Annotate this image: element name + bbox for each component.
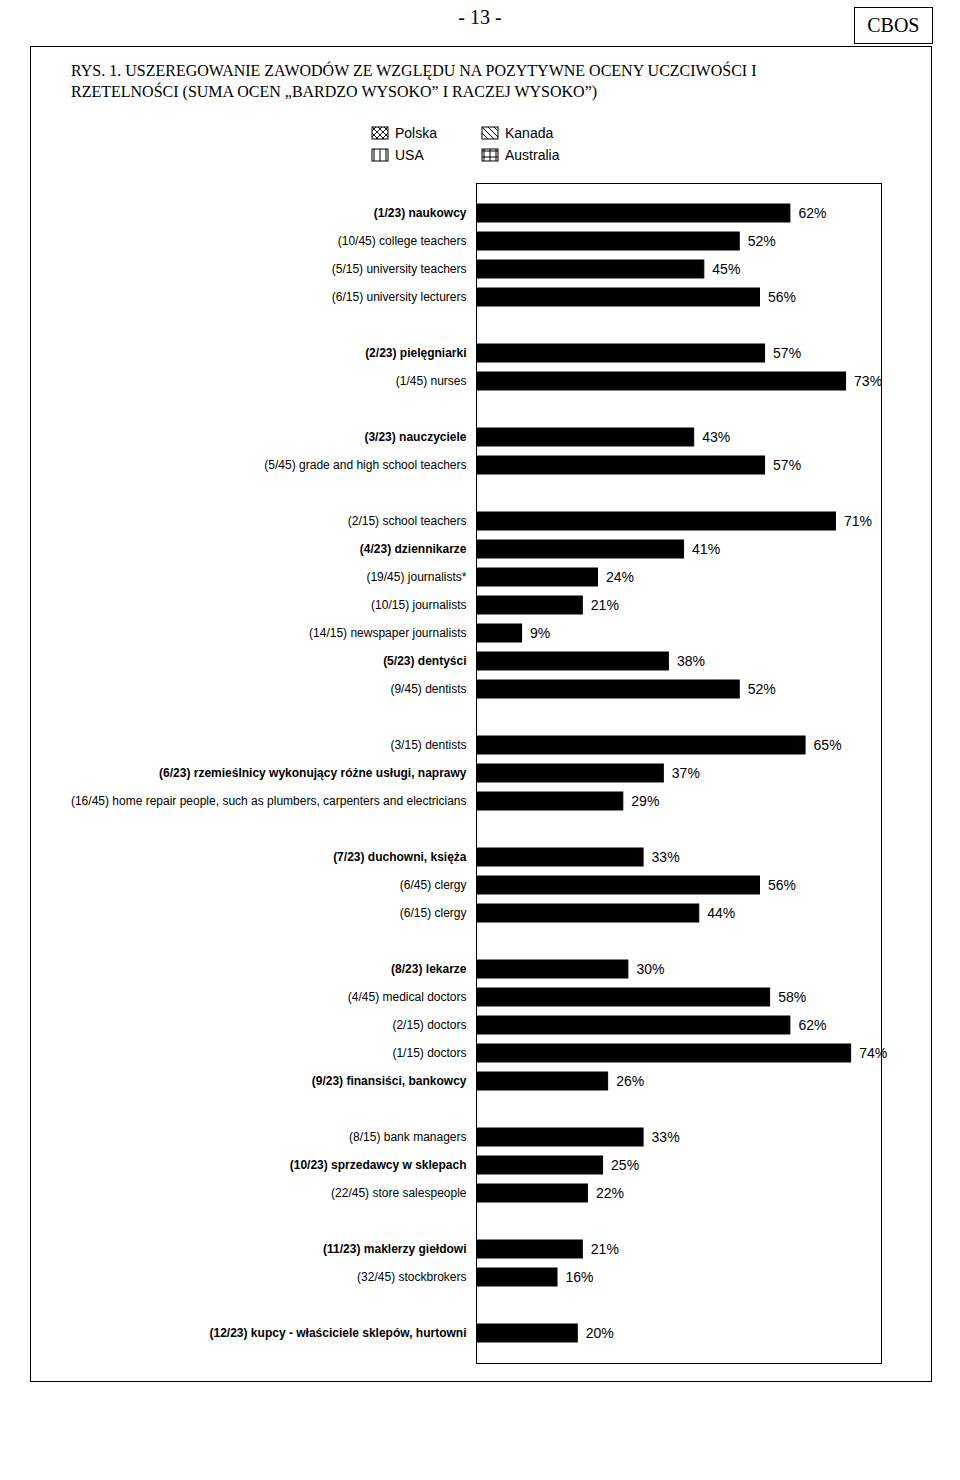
svg-text:37%: 37%: [672, 765, 700, 781]
svg-text:62%: 62%: [798, 205, 826, 221]
svg-text:(1/23) naukowcy: (1/23) naukowcy: [374, 206, 467, 220]
svg-text:(11/23) maklerzy giełdowi: (11/23) maklerzy giełdowi: [323, 1242, 466, 1256]
svg-text:(6/45) clergy: (6/45) clergy: [400, 878, 467, 892]
svg-text:(2/15) doctors: (2/15) doctors: [392, 1018, 466, 1032]
svg-text:33%: 33%: [652, 1129, 680, 1145]
svg-text:(19/45) journalists*: (19/45) journalists*: [366, 570, 466, 584]
svg-text:(2/15) school teachers: (2/15) school teachers: [348, 514, 467, 528]
svg-text:21%: 21%: [591, 597, 619, 613]
svg-text:56%: 56%: [768, 877, 796, 893]
svg-text:22%: 22%: [596, 1185, 624, 1201]
svg-text:(7/23) duchowni, księża: (7/23) duchowni, księża: [333, 850, 467, 864]
svg-text:24%: 24%: [606, 569, 634, 585]
html-text:USA: USA: [395, 146, 424, 163]
svg-text:(9/45) dentists: (9/45) dentists: [390, 682, 466, 696]
svg-text:(3/15) dentists: (3/15) dentists: [390, 738, 466, 752]
svg-text:26%: 26%: [616, 1073, 644, 1089]
svg-text:(6/23) rzemieślnicy wykonujący: (6/23) rzemieślnicy wykonujący różne usł…: [159, 766, 467, 780]
svg-text:(4/45) medical doctors: (4/45) medical doctors: [348, 990, 467, 1004]
svg-text:58%: 58%: [778, 989, 806, 1005]
svg-text:(1/45) nurses: (1/45) nurses: [396, 374, 467, 388]
svg-text:56%: 56%: [768, 289, 796, 305]
svg-text:(6/15) clergy: (6/15) clergy: [400, 906, 467, 920]
html-text:Australia: Australia: [505, 146, 560, 163]
svg-text:(16/45) home repair people, su: (16/45) home repair people, such as plum…: [71, 794, 467, 808]
svg-text:52%: 52%: [748, 681, 776, 697]
svg-text:33%: 33%: [652, 849, 680, 865]
svg-text:(10/23) sprzedawcy w sklepach: (10/23) sprzedawcy w sklepach: [290, 1158, 467, 1172]
svg-text:(5/15) university teachers: (5/15) university teachers: [332, 262, 467, 276]
svg-text:9%: 9%: [530, 625, 550, 641]
html-text:CBOS: CBOS: [867, 14, 920, 36]
svg-text:29%: 29%: [631, 793, 659, 809]
html-text:Kanada: Kanada: [505, 124, 554, 141]
svg-text:65%: 65%: [814, 737, 842, 753]
svg-text:57%: 57%: [773, 345, 801, 361]
html-text:Polska: Polska: [395, 124, 437, 141]
svg-text:(4/23) dziennikarze: (4/23) dziennikarze: [360, 542, 467, 556]
svg-text:44%: 44%: [707, 905, 735, 921]
svg-text:52%: 52%: [748, 233, 776, 249]
svg-text:41%: 41%: [692, 541, 720, 557]
svg-text:(14/15) newspaper journalists: (14/15) newspaper journalists: [309, 626, 466, 640]
svg-text:(2/23) pielęgniarki: (2/23) pielęgniarki: [365, 346, 466, 360]
svg-text:30%: 30%: [636, 961, 664, 977]
svg-text:(10/45) college teachers: (10/45) college teachers: [338, 234, 467, 248]
svg-text:(1/15) doctors: (1/15) doctors: [392, 1046, 466, 1060]
svg-text:(8/23) lekarze: (8/23) lekarze: [391, 962, 467, 976]
html-text:RYS. 1. USZEREGOWANIE ZAWODÓW: RYS. 1. USZEREGOWANIE ZAWODÓW ZE WZGLĘDU…: [71, 62, 757, 100]
svg-text:45%: 45%: [712, 261, 740, 277]
svg-text:(6/15) university lecturers: (6/15) university lecturers: [332, 290, 467, 304]
svg-text:38%: 38%: [677, 653, 705, 669]
svg-text:(22/45) store salespeople: (22/45) store salespeople: [331, 1186, 467, 1200]
svg-text:71%: 71%: [844, 513, 872, 529]
svg-text:62%: 62%: [798, 1017, 826, 1033]
svg-text:(5/23) dentyści: (5/23) dentyści: [383, 654, 466, 668]
svg-text:25%: 25%: [611, 1157, 639, 1173]
svg-text:(12/23) kupcy - właściciele sk: (12/23) kupcy - właściciele sklepów, hur…: [210, 1326, 467, 1340]
svg-text:74%: 74%: [859, 1045, 887, 1061]
svg-text:16%: 16%: [566, 1269, 594, 1285]
svg-text:57%: 57%: [773, 457, 801, 473]
html-text:- 13 -: - 13 -: [458, 6, 502, 28]
svg-text:(5/45) grade and high school t: (5/45) grade and high school teachers: [264, 458, 466, 472]
svg-text:(32/45) stockbrokers: (32/45) stockbrokers: [357, 1270, 466, 1284]
svg-text:20%: 20%: [586, 1325, 614, 1341]
svg-text:(10/15) journalists: (10/15) journalists: [371, 598, 466, 612]
svg-text:(3/23) nauczyciele: (3/23) nauczyciele: [364, 430, 466, 444]
svg-text:(9/23) finansiści, bankowcy: (9/23) finansiści, bankowcy: [312, 1074, 467, 1088]
svg-text:73%: 73%: [854, 373, 882, 389]
svg-text:(8/15) bank managers: (8/15) bank managers: [349, 1130, 466, 1144]
svg-text:21%: 21%: [591, 1241, 619, 1257]
svg-text:43%: 43%: [702, 429, 730, 445]
